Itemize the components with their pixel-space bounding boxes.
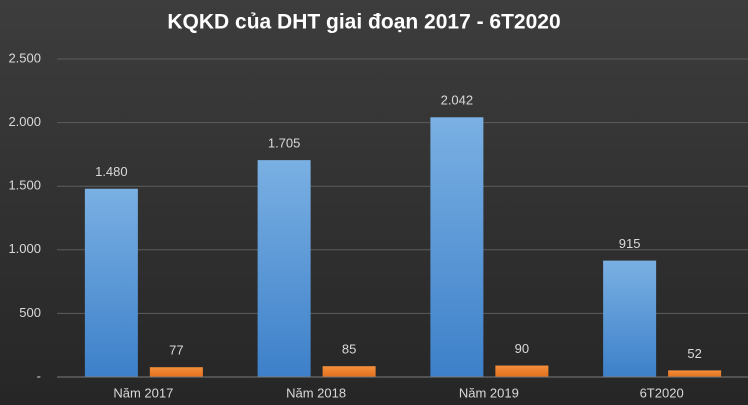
x-tick-label: Năm 2018 xyxy=(286,385,346,400)
value-label: 2.042 xyxy=(441,93,474,108)
bar xyxy=(603,260,657,377)
chart-title: KQKD của DHT giai đoạn 2017 - 6T2020 xyxy=(167,11,560,34)
value-label: 915 xyxy=(619,236,641,251)
x-tick-label: Năm 2019 xyxy=(459,385,519,400)
x-tick-label: 6T2020 xyxy=(640,385,684,400)
y-tick-label: 500 xyxy=(19,305,41,320)
y-tick-label: 2.000 xyxy=(8,114,41,129)
x-tick-label: Năm 2017 xyxy=(113,385,173,400)
value-label: 1.480 xyxy=(95,164,128,179)
bar xyxy=(84,188,138,377)
value-label: 52 xyxy=(687,346,701,361)
value-label: 90 xyxy=(515,341,529,356)
bar xyxy=(495,365,549,377)
y-tick-label: - xyxy=(37,368,41,383)
bar xyxy=(668,370,722,377)
value-label: 85 xyxy=(342,342,356,357)
bar xyxy=(257,160,311,377)
y-tick-label: 1.000 xyxy=(8,241,41,256)
value-label: 1.705 xyxy=(268,136,301,151)
y-tick-label: 1.500 xyxy=(8,178,41,193)
bar xyxy=(322,366,376,377)
bar xyxy=(149,367,203,377)
value-label: 77 xyxy=(169,343,183,358)
bar xyxy=(430,117,484,377)
y-tick-label: 2.500 xyxy=(8,50,41,65)
